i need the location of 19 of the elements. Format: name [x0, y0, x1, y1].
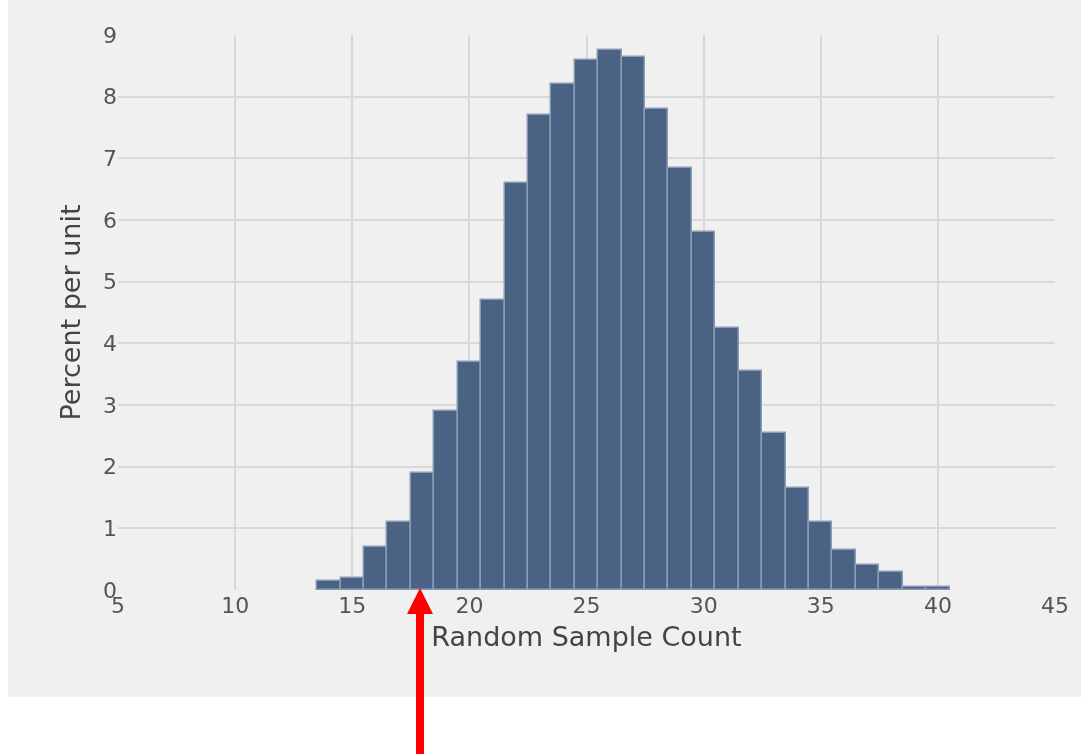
x-tick-label: 20	[455, 593, 484, 618]
x-tick-label: 30	[689, 593, 718, 618]
x-tick-label: 45	[1041, 593, 1069, 618]
x-tick-label: 35	[806, 593, 835, 618]
x-tick-label: 25	[572, 593, 601, 618]
y-tick-label: 4	[103, 331, 117, 357]
x-tick-label: 10	[221, 593, 250, 618]
x-tick-label: 40	[923, 593, 952, 618]
y-tick-label: 2	[103, 454, 117, 480]
y-tick-label: 6	[103, 207, 117, 233]
y-axis-title: Percent per unit	[55, 204, 87, 421]
y-tick-label: 1	[103, 516, 117, 542]
y-tick-label: 7	[103, 146, 117, 172]
x-axis-title: Random Sample Count	[431, 621, 742, 653]
y-tick-label: 5	[103, 269, 117, 295]
y-tick-label: 3	[103, 392, 117, 418]
y-tick-label: 8	[103, 84, 117, 110]
x-tick-label: 15	[338, 593, 367, 618]
y-tick-label: 9	[103, 22, 117, 48]
